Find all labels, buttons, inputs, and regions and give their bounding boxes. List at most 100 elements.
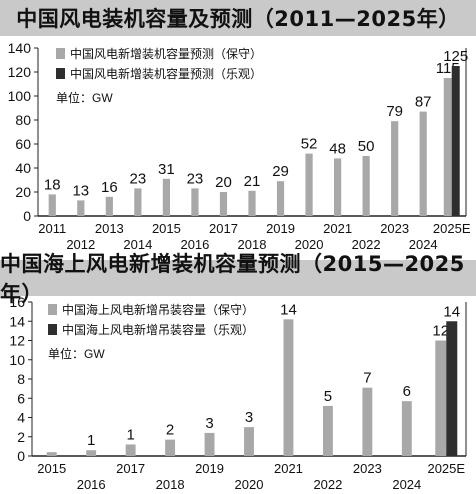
chart-2-bar-conservative-2016 bbox=[86, 450, 97, 456]
chart-2-bar-conservative-2020 bbox=[244, 427, 254, 456]
chart-2-data-label: 7 bbox=[363, 370, 371, 387]
chart-2-x-tick-label: 2016 bbox=[77, 477, 106, 492]
chart-2-data-label: 6 bbox=[403, 383, 411, 400]
chart-2-x-tick-label: 2018 bbox=[156, 477, 185, 492]
chart-1-data-label: 79 bbox=[386, 103, 403, 120]
chart-2-data-label: 12 bbox=[432, 323, 449, 340]
chart-1-x-tick-label: 2015 bbox=[152, 221, 181, 236]
chart-2-data-label: 14 bbox=[443, 303, 460, 320]
chart-1-y-tick-label: 80 bbox=[15, 112, 31, 128]
chart-1-data-label: 48 bbox=[329, 140, 346, 157]
chart-1-x-tick-label: 2018 bbox=[238, 237, 267, 252]
chart-2-bar-conservative-2017 bbox=[125, 444, 136, 456]
chart-1-bar-conservative-2024 bbox=[419, 111, 427, 216]
chart-2-bar-optimistic-2025E bbox=[446, 321, 458, 456]
chart-2-y-tick-label: 2 bbox=[17, 429, 25, 445]
chart-1-data-label: 23 bbox=[187, 170, 204, 187]
chart-1-x-tick-label: 2013 bbox=[95, 221, 124, 236]
chart-1-data-label: 13 bbox=[72, 182, 89, 199]
chart-1-bar-conservative-2021 bbox=[334, 158, 342, 216]
chart-2-unit-label: 单位：GW bbox=[48, 346, 105, 361]
chart-1-data-label: 52 bbox=[301, 136, 318, 153]
chart-1-x-tick-label: 2025E bbox=[433, 221, 471, 236]
chart-1-y-tick-label: 120 bbox=[8, 64, 32, 80]
chart-1-data-label: 125 bbox=[443, 48, 468, 65]
chart-1-bar-conservative-2015 bbox=[162, 178, 170, 216]
chart-2-title: 中国海上风电新增装机容量预测（2015—2025年） bbox=[0, 252, 465, 306]
chart-2-data-label: 3 bbox=[205, 415, 213, 432]
chart-1-bar-conservative-2023 bbox=[391, 121, 399, 216]
chart-1-x-tick-label: 2017 bbox=[209, 221, 238, 236]
chart-1-x-tick-label: 2012 bbox=[66, 237, 95, 252]
chart-1-panel: 0 20 40 60 80 100 120 140 18 2011 13 2012 16 2013 23 20… bbox=[0, 36, 476, 260]
chart-2-x-tick-label: 2019 bbox=[195, 461, 224, 476]
chart-1-bar-conservative-2020 bbox=[305, 153, 313, 216]
chart-1-bar-optimistic-2025E bbox=[451, 66, 460, 216]
chart-1-bar-conservative-2012 bbox=[77, 200, 85, 216]
chart-2-data-label: 1 bbox=[87, 432, 95, 449]
chart-1-y-tick-label: 20 bbox=[15, 184, 31, 200]
chart-2-panel: 0 2 4 6 8 10 12 14 16 2015 1 2016 1 2017 2 2018 3 2019 3 20… bbox=[0, 296, 476, 494]
chart-1-bar-conservative-2011 bbox=[48, 194, 56, 216]
chart-1-title-banner: 中国风电装机容量及预测（2011—2025年） bbox=[0, 0, 476, 36]
chart-2-data-label: 14 bbox=[280, 301, 297, 318]
chart-1-x-tick-label: 2019 bbox=[266, 221, 295, 236]
chart-2-y-tick-label: 0 bbox=[17, 448, 25, 464]
chart-1-bar-conservative-2016 bbox=[191, 188, 199, 216]
chart-1-data-label: 23 bbox=[130, 170, 147, 187]
chart-2-bar-conservative-2022 bbox=[322, 405, 333, 456]
chart-1-bar-conservative-2014 bbox=[134, 188, 142, 216]
chart-1-bar-conservative-2013 bbox=[105, 196, 113, 216]
chart-1-y-tick-label: 60 bbox=[15, 136, 31, 152]
chart-1-data-label: 50 bbox=[358, 138, 375, 155]
chart-2-x-tick-label: 2025E bbox=[427, 461, 465, 476]
chart-1-y-tick-label: 40 bbox=[15, 160, 31, 176]
chart-2-y-tick-label: 4 bbox=[17, 410, 25, 426]
chart-2-bar-conservative-2018 bbox=[165, 439, 176, 456]
chart-1-bar-conservative-2019 bbox=[276, 181, 285, 216]
chart-2-y-tick-label: 16 bbox=[9, 296, 25, 310]
chart-1-svg: 0 20 40 60 80 100 120 140 18 2011 13 2012 16 2013 23 20… bbox=[8, 40, 471, 252]
chart-2-y-tick-label: 12 bbox=[9, 333, 25, 349]
chart-1-legend-swatch-conservative bbox=[56, 48, 65, 59]
chart-2-data-label: 1 bbox=[126, 426, 134, 443]
chart-2-x-tick-label: 2022 bbox=[313, 477, 342, 492]
chart-1-x-tick-label: 2011 bbox=[38, 221, 66, 236]
chart-1-data-label: 20 bbox=[215, 174, 232, 191]
chart-2-legend-swatch-conservative bbox=[48, 304, 57, 315]
chart-2-title-banner: 中国海上风电新增装机容量预测（2015—2025年） bbox=[0, 252, 476, 306]
chart-1-data-label: 87 bbox=[415, 94, 432, 111]
chart-2-x-tick-label: 2024 bbox=[392, 477, 421, 492]
chart-1-x-tick-label: 2014 bbox=[123, 237, 152, 252]
chart-2-svg: 0 2 4 6 8 10 12 14 16 2015 1 2016 1 2017 2 2018 3 2019 3 20… bbox=[9, 296, 467, 492]
chart-2-legend-label: 中国海上风电新增吊装容量（保守） bbox=[62, 302, 254, 317]
chart-1-bar-conservative-2018 bbox=[248, 190, 256, 216]
chart-1-bar-conservative-2017 bbox=[219, 192, 228, 216]
chart-2-bar-conservative-2023 bbox=[362, 387, 373, 456]
chart-2-y-tick-label: 6 bbox=[17, 390, 25, 406]
chart-1-x-tick-label: 2022 bbox=[352, 237, 381, 252]
chart-2-data-label: 3 bbox=[245, 409, 253, 426]
chart-1-title: 中国风电装机容量及预测（2011—2025年） bbox=[16, 7, 460, 31]
chart-1-data-label: 16 bbox=[101, 179, 118, 196]
chart-2-x-tick-label: 2017 bbox=[116, 461, 145, 476]
chart-1-bar-conservative-2022 bbox=[362, 156, 370, 216]
chart-2-x-tick-label: 2021 bbox=[274, 461, 303, 476]
chart-1-bar-conservative-2025E bbox=[443, 78, 452, 216]
chart-1-x-tick-label: 2023 bbox=[380, 221, 409, 236]
chart-1-legend-label: 中国风电新增装机容量预测（保守） bbox=[70, 46, 262, 61]
chart-2-y-tick-label: 8 bbox=[17, 371, 25, 387]
chart-1-y-tick-label: 0 bbox=[23, 208, 31, 224]
chart-1-data-label: 31 bbox=[158, 161, 175, 178]
chart-2-data-label: 5 bbox=[324, 388, 332, 405]
chart-1-data-label: 18 bbox=[44, 176, 61, 193]
chart-2-legend-label: 中国海上风电新增吊装容量（乐观） bbox=[62, 322, 254, 337]
chart-1-x-tick-label: 2024 bbox=[409, 237, 438, 252]
chart-1-legend-label: 中国风电新增装机容量预测（乐观） bbox=[70, 66, 262, 81]
chart-2-legend-swatch-optimistic bbox=[48, 324, 57, 335]
chart-2-x-tick-label: 2020 bbox=[235, 477, 264, 492]
chart-1-y-tick-label: 140 bbox=[8, 40, 32, 56]
chart-2-bar-conservative-2024 bbox=[401, 401, 412, 456]
chart-2-bar-conservative-2015 bbox=[46, 452, 57, 456]
chart-1-data-label: 21 bbox=[244, 173, 261, 190]
